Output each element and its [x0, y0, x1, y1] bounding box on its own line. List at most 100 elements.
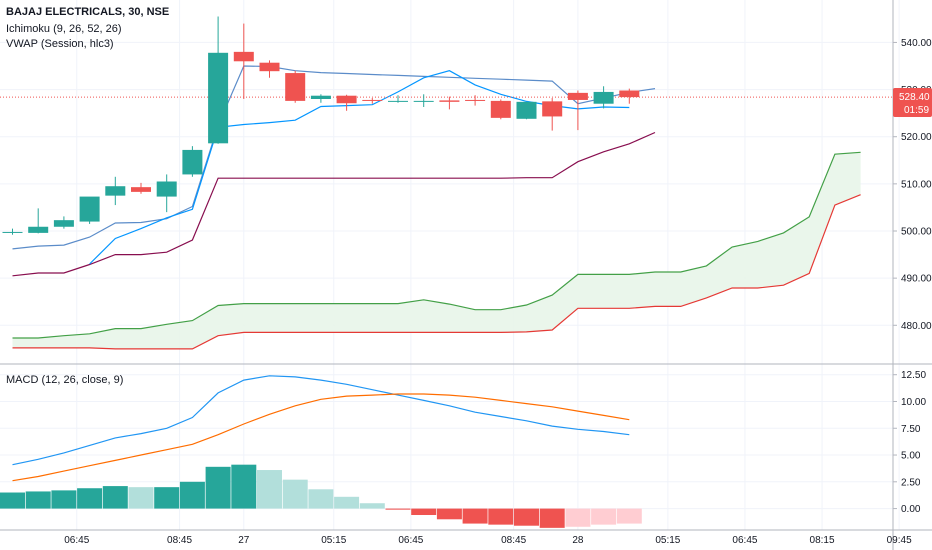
- price-tick-label: 500.00: [901, 227, 932, 238]
- macd-histogram-bar: [488, 508, 514, 525]
- candle-body: [465, 99, 486, 101]
- macd-histogram-bar: [514, 508, 539, 526]
- candle[interactable]: [208, 16, 229, 144]
- candle[interactable]: [233, 23, 254, 99]
- conversion-line: [89, 70, 630, 265]
- candle-body: [490, 100, 511, 118]
- symbol-title[interactable]: BAJAJ ELECTRICALS, 30, NSE: [6, 6, 170, 18]
- candle[interactable]: [439, 96, 460, 110]
- macd-histogram-bar: [385, 508, 411, 510]
- macd-histogram-bar: [282, 479, 308, 509]
- price-tick-label: 540.00: [901, 38, 932, 49]
- vwap-legend[interactable]: VWAP (Session, hlc3): [6, 38, 114, 50]
- candle[interactable]: [490, 99, 511, 120]
- candle-body: [79, 196, 100, 222]
- macd-histogram-bar: [102, 486, 128, 509]
- time-tick-label: 06:45: [64, 535, 89, 546]
- indicator-lines: [0, 65, 893, 350]
- candle[interactable]: [413, 94, 434, 108]
- macd-histogram-bar: [154, 487, 180, 509]
- price-tags: 528.40 01:59: [893, 88, 932, 117]
- macd-tick-label: 0.00: [901, 504, 921, 515]
- macd-legend[interactable]: MACD (12, 26, close, 9): [6, 374, 124, 386]
- macd-histogram-bar: [565, 508, 591, 527]
- price-tick-label: 510.00: [901, 179, 932, 190]
- candle-body: [362, 99, 383, 101]
- candle[interactable]: [593, 86, 614, 109]
- macd-histogram-bar: [231, 464, 257, 509]
- candle[interactable]: [2, 228, 23, 235]
- price-tick-label: 520.00: [901, 132, 932, 143]
- candle[interactable]: [516, 101, 537, 120]
- candle-body: [388, 100, 408, 102]
- base-line: [12, 131, 656, 277]
- candle-body: [131, 187, 151, 192]
- vwap-line: [12, 65, 656, 250]
- time-tick-label: 28: [572, 535, 584, 546]
- ichimoku-legend[interactable]: Ichimoku (9, 26, 52, 26): [6, 23, 122, 35]
- candle[interactable]: [465, 95, 486, 106]
- time-tick-label: 27: [238, 535, 250, 546]
- macd-tick-label: 5.00: [901, 451, 921, 462]
- candle-body: [567, 92, 588, 100]
- candle[interactable]: [131, 182, 151, 194]
- candle[interactable]: [388, 95, 408, 103]
- macd-tick-label: 2.50: [901, 477, 921, 488]
- candle[interactable]: [567, 90, 588, 131]
- candle-body: [2, 231, 23, 233]
- ichimoku-cloud: [12, 152, 861, 349]
- candle[interactable]: [79, 196, 100, 224]
- time-tick-label: 05:15: [321, 535, 346, 546]
- candle-body: [310, 95, 331, 99]
- signal-line: [12, 393, 630, 482]
- macd-histogram-bar: [205, 466, 231, 509]
- candle-body: [259, 62, 280, 72]
- candle[interactable]: [336, 94, 357, 111]
- candle[interactable]: [619, 88, 640, 104]
- leading-span-a-line: [12, 151, 861, 339]
- last-price-tag-text: 528.40: [899, 92, 930, 103]
- macd-histogram-bar: [128, 487, 154, 509]
- candle-body: [53, 220, 74, 227]
- time-tick-label: 09:45: [887, 535, 912, 546]
- candle[interactable]: [542, 98, 563, 131]
- candle[interactable]: [310, 94, 331, 103]
- macd-line: [12, 375, 630, 466]
- candle-body: [182, 149, 203, 175]
- countdown-tag-text: 01:59: [904, 105, 929, 116]
- macd-histogram: [0, 464, 642, 528]
- candle[interactable]: [362, 98, 383, 104]
- macd-histogram-bar: [411, 508, 437, 516]
- macd-histogram-bar: [334, 496, 360, 509]
- candle[interactable]: [28, 208, 49, 234]
- macd-tick-label: 10.00: [901, 397, 926, 408]
- candle[interactable]: [156, 174, 177, 213]
- candle-body: [233, 51, 254, 62]
- candle-body: [208, 52, 229, 144]
- time-tick-label: 08:45: [167, 535, 192, 546]
- macd-histogram-bar: [51, 490, 77, 509]
- candle-body: [619, 90, 640, 98]
- macd-histogram-bar: [308, 489, 334, 509]
- candles[interactable]: [2, 16, 640, 235]
- candle[interactable]: [285, 70, 306, 103]
- macd-histogram-bar: [25, 491, 51, 509]
- candle-body: [439, 100, 460, 102]
- macd-histogram-bar: [359, 503, 385, 509]
- time-tick-label: 06:45: [398, 535, 423, 546]
- candle-body: [105, 186, 126, 196]
- price-tick-label: 480.00: [901, 321, 932, 332]
- candle[interactable]: [53, 216, 74, 229]
- time-tick-label: 06:45: [732, 535, 757, 546]
- candle[interactable]: [259, 60, 280, 78]
- time-tick-label: 05:15: [655, 535, 680, 546]
- macd-histogram-bar: [539, 508, 565, 528]
- candle-body: [285, 73, 306, 101]
- macd-histogram-bar: [436, 508, 462, 520]
- candle[interactable]: [182, 146, 203, 177]
- macd-histogram-bar: [77, 488, 103, 509]
- candle[interactable]: [105, 176, 126, 206]
- candle-body: [156, 181, 177, 197]
- candle-body: [516, 101, 537, 119]
